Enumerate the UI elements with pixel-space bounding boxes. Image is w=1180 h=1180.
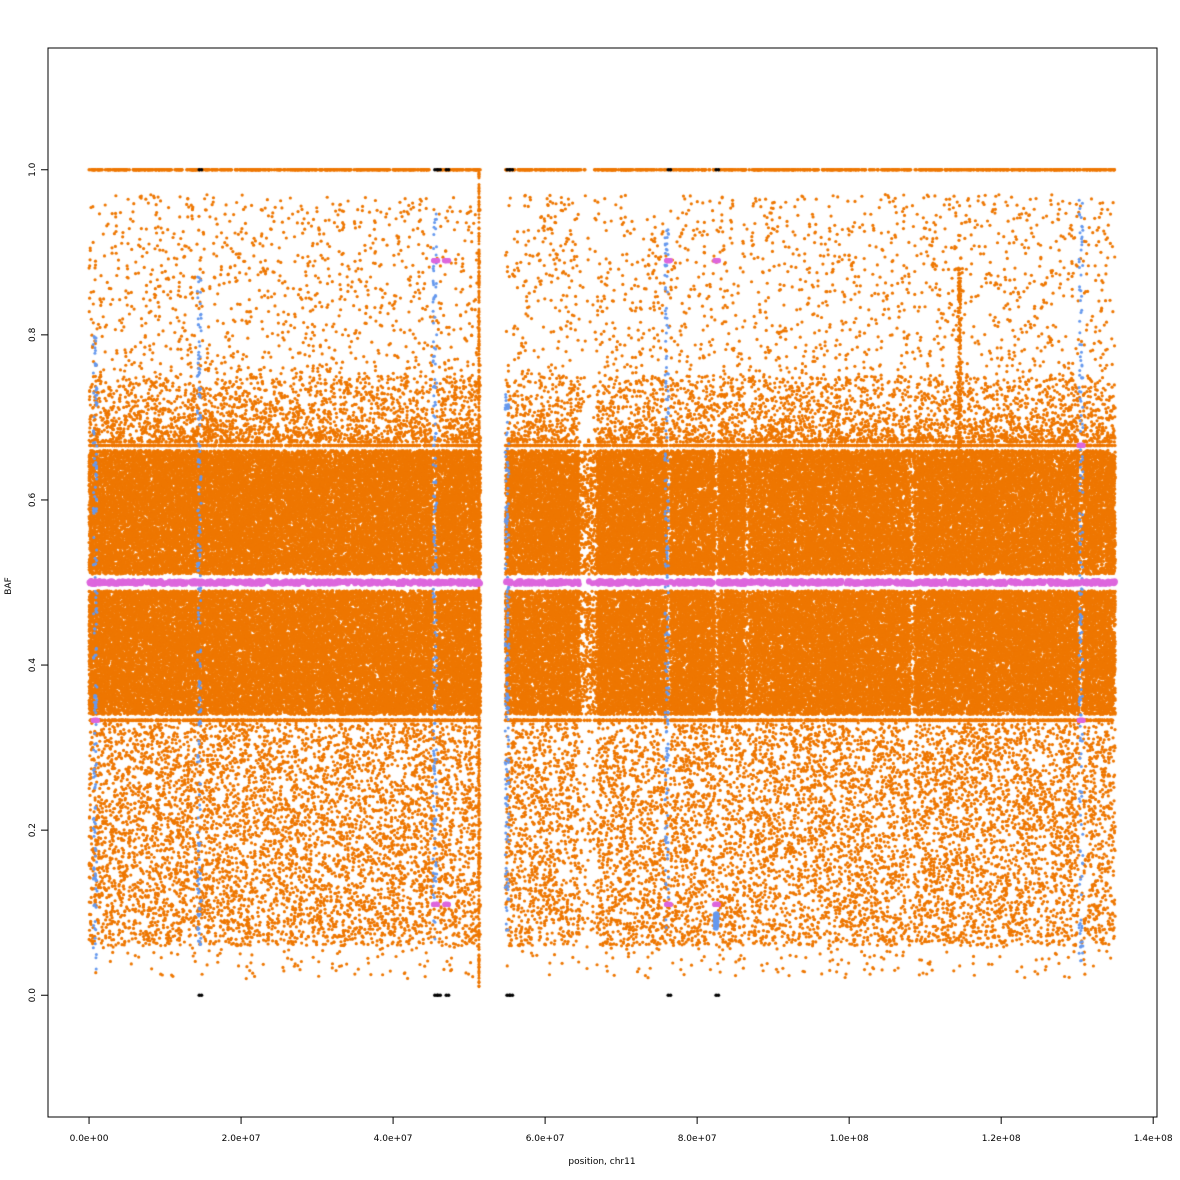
x-tick-label: 1.4e+08 xyxy=(1134,1134,1173,1144)
x-tick-label: 6.0e+07 xyxy=(526,1134,565,1144)
x-tick-label: 8.0e+07 xyxy=(678,1134,717,1144)
y-axis: 0.0 0.2 0.4 0.6 0.8 1.0 xyxy=(28,162,49,1003)
y-tick-label: 0.0 xyxy=(28,988,38,1003)
y-tick-label: 0.4 xyxy=(28,658,38,673)
y-axis-title: BAF xyxy=(4,577,14,595)
y-tick-label: 1.0 xyxy=(28,162,38,177)
x-tick-label: 1.0e+08 xyxy=(830,1134,869,1144)
x-tick-label: 4.0e+07 xyxy=(374,1134,413,1144)
x-axis-title: position, chr11 xyxy=(568,1157,635,1167)
x-tick-label: 2.0e+07 xyxy=(222,1134,261,1144)
x-tick-label: 0.0e+00 xyxy=(70,1134,109,1144)
y-tick-label: 0.8 xyxy=(28,327,38,342)
y-tick-label: 0.2 xyxy=(28,823,38,837)
x-tick-label: 1.2e+08 xyxy=(982,1134,1021,1144)
x-axis: 0.0e+00 2.0e+07 4.0e+07 6.0e+07 8.0e+07 1.0e+… xyxy=(70,1116,1173,1144)
y-tick-label: 0.6 xyxy=(28,493,38,508)
